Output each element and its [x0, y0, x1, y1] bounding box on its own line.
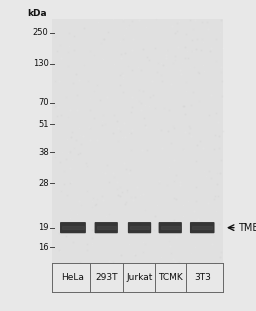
FancyBboxPatch shape	[159, 222, 182, 233]
Text: 293T: 293T	[95, 273, 118, 282]
Text: kDa: kDa	[28, 10, 47, 18]
FancyBboxPatch shape	[60, 222, 86, 233]
Bar	[52, 19, 223, 263]
FancyBboxPatch shape	[128, 222, 151, 233]
Text: 250: 250	[33, 28, 49, 37]
FancyBboxPatch shape	[95, 222, 118, 233]
Text: TCMK: TCMK	[158, 273, 183, 282]
Text: 38: 38	[38, 148, 49, 157]
Text: 70: 70	[38, 98, 49, 107]
Text: 130: 130	[33, 59, 49, 68]
Text: 19: 19	[38, 223, 49, 232]
Text: Jurkat: Jurkat	[126, 273, 153, 282]
Text: 51: 51	[38, 120, 49, 129]
FancyBboxPatch shape	[190, 222, 215, 233]
Text: TMED10: TMED10	[238, 223, 256, 233]
Text: 16: 16	[38, 243, 49, 252]
Text: HeLa: HeLa	[61, 273, 84, 282]
Text: 3T3: 3T3	[194, 273, 211, 282]
Text: 28: 28	[38, 179, 49, 188]
